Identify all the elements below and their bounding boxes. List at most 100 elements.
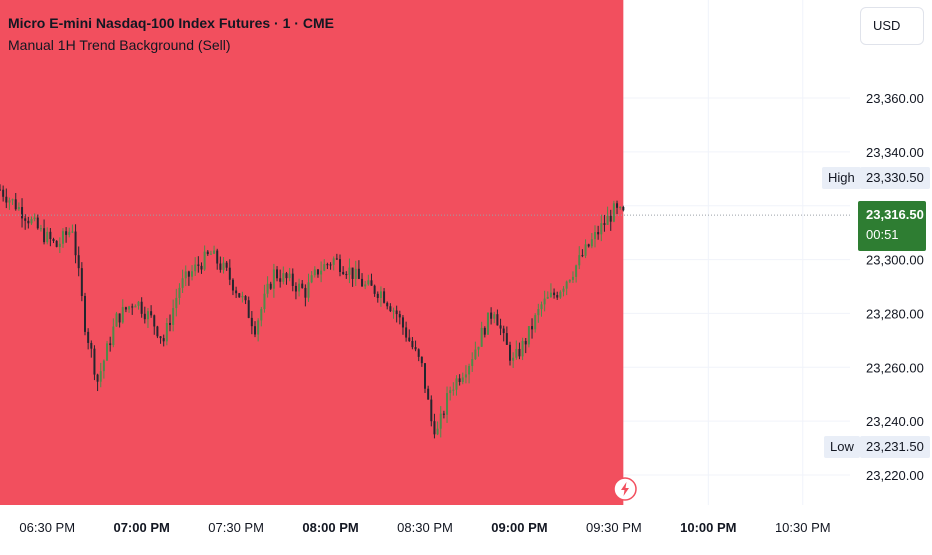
candles bbox=[0, 184, 625, 439]
candle-body bbox=[200, 265, 203, 270]
price-tick-label: 23,220.00 bbox=[866, 468, 924, 483]
candle-body bbox=[21, 207, 24, 219]
candle-body bbox=[553, 292, 556, 296]
candle-body bbox=[109, 343, 112, 346]
candle-body bbox=[313, 269, 316, 276]
candle-body bbox=[430, 399, 433, 422]
candle-body bbox=[191, 271, 194, 277]
candle-body bbox=[367, 280, 370, 285]
candle-body bbox=[134, 305, 137, 308]
candle-body bbox=[115, 313, 118, 327]
candle-body bbox=[36, 217, 39, 229]
candle-body bbox=[172, 308, 175, 325]
candle-body bbox=[392, 310, 395, 312]
candle-body bbox=[603, 223, 606, 225]
candle-body bbox=[521, 340, 524, 357]
time-axis[interactable]: 06:30 PM 07:00 PM 07:30 PM 08:00 PM 08:30 PM… bbox=[19, 520, 830, 535]
low-label: Low bbox=[824, 436, 860, 458]
candle-body bbox=[342, 271, 345, 275]
candle-body bbox=[527, 326, 530, 345]
candle-body bbox=[254, 326, 256, 335]
candle-body bbox=[269, 283, 272, 289]
candle-body bbox=[616, 203, 619, 208]
candle-body bbox=[612, 203, 615, 222]
candle-body bbox=[600, 223, 603, 235]
candle-body bbox=[320, 270, 323, 275]
bar-countdown: 00:51 bbox=[866, 227, 899, 242]
candle-body bbox=[27, 220, 30, 224]
candle-body bbox=[187, 271, 190, 277]
candle-body bbox=[578, 255, 581, 266]
candle-body bbox=[298, 283, 301, 292]
candle-body bbox=[568, 279, 571, 282]
lightning-bolt-icon[interactable] bbox=[613, 477, 637, 501]
candle-body bbox=[2, 189, 5, 197]
candle-body bbox=[486, 312, 489, 335]
candle-body bbox=[509, 344, 511, 361]
candle-body bbox=[383, 291, 386, 303]
candle-body bbox=[65, 231, 68, 235]
price-axis[interactable]: 23,360.0023,340.0023,320.0023,300.0023,2… bbox=[866, 91, 924, 483]
candle-body bbox=[213, 250, 216, 254]
candle-body bbox=[228, 267, 231, 280]
candle-body bbox=[524, 340, 527, 345]
candle-body bbox=[52, 239, 55, 241]
candle-body bbox=[594, 232, 596, 240]
candle-body bbox=[361, 278, 364, 287]
candle-body bbox=[490, 312, 493, 319]
candle-body bbox=[285, 273, 288, 279]
candle-body bbox=[194, 264, 197, 272]
candle-body bbox=[499, 325, 502, 329]
candle-body bbox=[619, 207, 622, 209]
symbol-title[interactable]: Micro E-mini Nasdaq-100 Index Futures · … bbox=[8, 15, 334, 31]
price-tick-label: 23,260.00 bbox=[866, 360, 924, 375]
candle-body bbox=[260, 309, 263, 321]
candle-body bbox=[590, 239, 593, 247]
candle-body bbox=[474, 349, 477, 360]
candle-body bbox=[559, 291, 562, 298]
candle-body bbox=[93, 348, 96, 375]
candle-body bbox=[169, 323, 171, 325]
candle-body bbox=[90, 342, 93, 349]
candle-body bbox=[17, 207, 20, 210]
candle-body bbox=[156, 326, 159, 337]
candle-body bbox=[0, 189, 1, 191]
candle-body bbox=[77, 255, 80, 269]
price-tick-label: 23,340.00 bbox=[866, 145, 924, 160]
candle-body bbox=[316, 269, 319, 275]
candle-body bbox=[219, 263, 222, 270]
candle-body bbox=[276, 269, 279, 279]
indicator-title[interactable]: Manual 1H Trend Background (Sell) bbox=[8, 37, 231, 53]
candle-body bbox=[106, 343, 109, 361]
candle-body bbox=[84, 295, 86, 332]
candle-body bbox=[571, 276, 574, 280]
candle-body bbox=[565, 281, 568, 289]
candle-body bbox=[11, 199, 14, 201]
candle-body bbox=[326, 264, 329, 266]
candle-body bbox=[310, 275, 313, 283]
last-price-value: 23,316.50 bbox=[866, 207, 924, 222]
candle-body bbox=[80, 268, 83, 296]
currency-button[interactable]: USD bbox=[860, 7, 924, 45]
candle-body bbox=[39, 228, 42, 230]
candle-body bbox=[74, 231, 77, 256]
candle-body bbox=[33, 217, 36, 220]
candle-body bbox=[483, 327, 486, 335]
candle-body bbox=[512, 357, 515, 361]
candle-body bbox=[216, 250, 219, 264]
candle-body bbox=[8, 200, 11, 203]
candle-body bbox=[24, 218, 27, 221]
last-price-tag: 23,316.50 00:51 bbox=[858, 201, 926, 251]
candle-body bbox=[257, 320, 260, 335]
candle-body bbox=[87, 331, 90, 343]
candle-body bbox=[386, 302, 389, 307]
candle-body bbox=[581, 255, 584, 257]
candle-body bbox=[58, 243, 61, 247]
candle-body bbox=[225, 262, 228, 268]
candle-body bbox=[43, 228, 46, 243]
candle-body bbox=[502, 328, 505, 334]
candle-body bbox=[146, 311, 149, 320]
candle-body bbox=[389, 306, 392, 312]
